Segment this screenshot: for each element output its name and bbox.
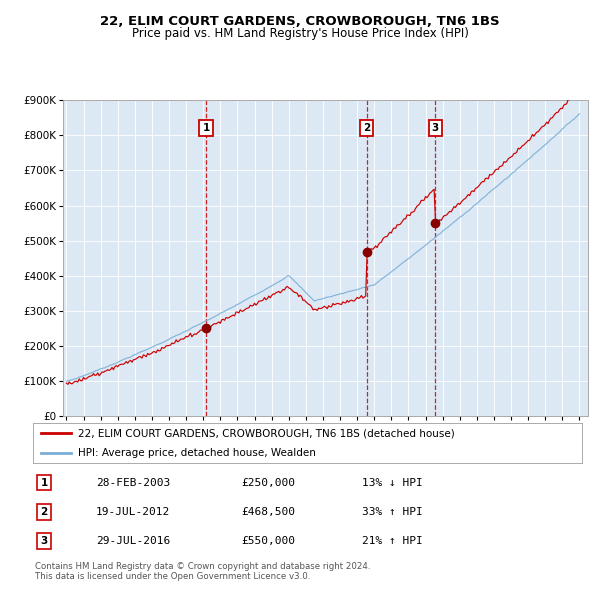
- Text: £550,000: £550,000: [242, 536, 296, 546]
- Text: 1: 1: [202, 123, 209, 133]
- Text: £468,500: £468,500: [242, 507, 296, 517]
- Text: 21% ↑ HPI: 21% ↑ HPI: [362, 536, 423, 546]
- Text: £250,000: £250,000: [242, 477, 296, 487]
- Text: 22, ELIM COURT GARDENS, CROWBOROUGH, TN6 1BS: 22, ELIM COURT GARDENS, CROWBOROUGH, TN6…: [100, 15, 500, 28]
- Text: 33% ↑ HPI: 33% ↑ HPI: [362, 507, 423, 517]
- Text: HPI: Average price, detached house, Wealden: HPI: Average price, detached house, Weal…: [78, 448, 316, 458]
- Text: 28-FEB-2003: 28-FEB-2003: [96, 477, 170, 487]
- Text: Price paid vs. HM Land Registry's House Price Index (HPI): Price paid vs. HM Land Registry's House …: [131, 27, 469, 40]
- Text: 2: 2: [363, 123, 370, 133]
- Text: 13% ↓ HPI: 13% ↓ HPI: [362, 477, 423, 487]
- Text: 19-JUL-2012: 19-JUL-2012: [96, 507, 170, 517]
- Text: 1: 1: [40, 477, 47, 487]
- Text: 3: 3: [431, 123, 439, 133]
- Text: 29-JUL-2016: 29-JUL-2016: [96, 536, 170, 546]
- Text: 2: 2: [40, 507, 47, 517]
- Text: This data is licensed under the Open Government Licence v3.0.: This data is licensed under the Open Gov…: [35, 572, 310, 581]
- Text: 22, ELIM COURT GARDENS, CROWBOROUGH, TN6 1BS (detached house): 22, ELIM COURT GARDENS, CROWBOROUGH, TN6…: [78, 428, 455, 438]
- Text: Contains HM Land Registry data © Crown copyright and database right 2024.: Contains HM Land Registry data © Crown c…: [35, 562, 370, 571]
- Text: 3: 3: [40, 536, 47, 546]
